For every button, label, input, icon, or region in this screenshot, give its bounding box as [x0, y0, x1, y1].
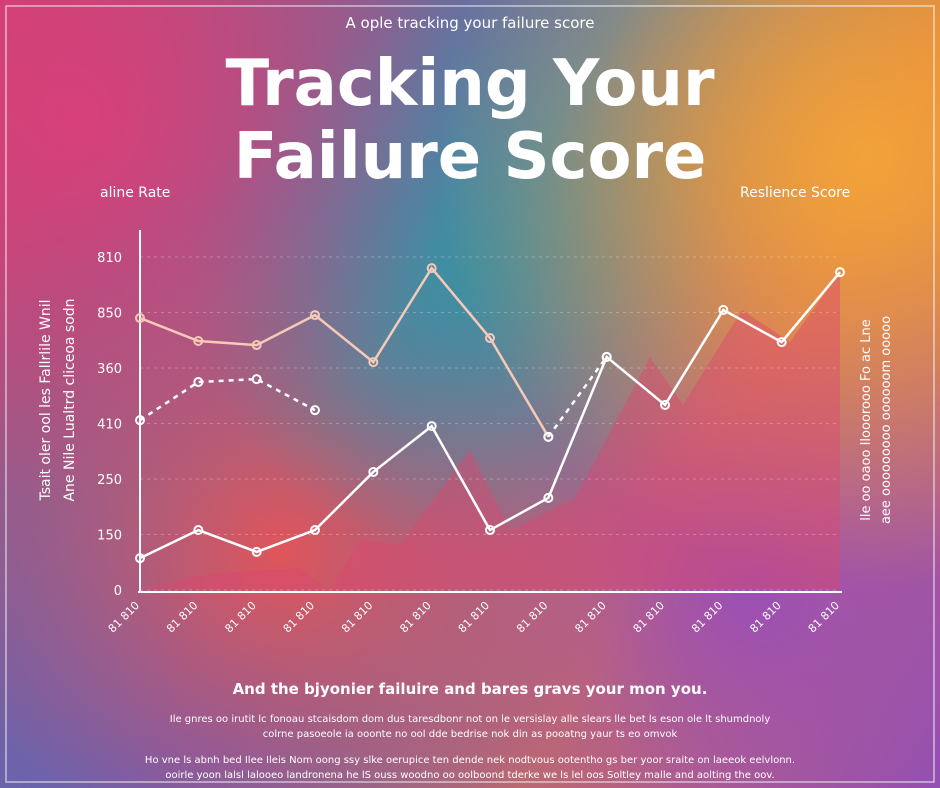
point — [193, 335, 204, 346]
point — [601, 351, 612, 362]
point — [251, 546, 262, 557]
point — [251, 340, 262, 351]
point — [135, 313, 145, 324]
point — [660, 400, 670, 410]
x-tick-label: 81 810 — [397, 599, 433, 635]
point — [368, 466, 379, 477]
point — [485, 525, 495, 536]
series-line — [139, 265, 550, 438]
point — [426, 421, 437, 432]
x-tick-label: 81 810 — [689, 599, 725, 635]
point — [193, 525, 204, 536]
series-line — [547, 356, 608, 438]
x-tick-label: 81 810 — [339, 599, 375, 635]
title: Failure Score — [234, 120, 707, 194]
y-tick-label: 410 — [97, 418, 122, 433]
x-tick-label: 81 810 — [281, 599, 317, 635]
side-text: aee ooooooooo oooooom ooooo — [879, 316, 894, 524]
y-tick-label: 0 — [114, 584, 122, 599]
area — [140, 272, 840, 590]
y-tick-label: 250 — [97, 473, 122, 488]
point — [543, 492, 554, 503]
axis-label: Reslience Score — [740, 185, 850, 201]
series-line — [139, 271, 841, 560]
point — [543, 431, 554, 442]
point — [135, 553, 145, 564]
y-tick-label: 810 — [97, 251, 122, 266]
point — [368, 357, 379, 368]
series-line — [139, 377, 316, 422]
point — [251, 374, 262, 385]
x-tick-label: 81 810 — [806, 599, 842, 635]
point — [426, 263, 437, 274]
y-tick-label: 360 — [97, 362, 122, 377]
x-tick-label: 81 810 — [106, 599, 142, 635]
point — [776, 337, 787, 348]
body-text: Ile gnres oo irutit lc fonoau stcaisdom … — [170, 714, 771, 725]
caption: And the bjyonier failuire and bares grav… — [233, 680, 708, 698]
y-tick-label: 150 — [97, 529, 122, 544]
frame — [5, 5, 935, 783]
point — [310, 310, 320, 321]
point — [718, 304, 729, 315]
y-tick-label: 850 — [97, 307, 122, 322]
body-text: Ho vne ls abnh bed Ilee Ileis Nom oong s… — [145, 755, 795, 766]
point — [135, 415, 145, 426]
title: Tracking Your — [225, 47, 714, 121]
x-tick-label: 81 810 — [631, 599, 667, 635]
point — [310, 525, 320, 536]
side-text: lle oo oaoo Ilooorooo Fo ac Lne — [859, 319, 874, 521]
body-text: colrne pasoeole ia ooonte no ool dde bed… — [263, 729, 678, 740]
x-tick-label: 81 810 — [222, 599, 258, 635]
subtitle: A ople tracking your failure score — [346, 14, 595, 32]
x-tick-label: 81 810 — [747, 599, 783, 635]
body-text: ooirle yoon lalsl lalooeo landronena he … — [165, 770, 774, 781]
x-tick-label: 81 810 — [164, 599, 200, 635]
point — [835, 267, 845, 278]
side-text: Ane Nile Lualtrd cliceoa sodn — [62, 298, 78, 501]
x-tick-label: 81 810 — [456, 599, 492, 635]
point — [485, 333, 495, 344]
axis-label: aline Rate — [100, 185, 170, 201]
side-text: Tsait oler ool les Fallrlile Wnil — [38, 299, 54, 501]
x-tick-label: 81 810 — [572, 599, 608, 635]
point — [310, 405, 320, 416]
x-tick-label: 81 810 — [514, 599, 550, 635]
point — [193, 377, 204, 388]
